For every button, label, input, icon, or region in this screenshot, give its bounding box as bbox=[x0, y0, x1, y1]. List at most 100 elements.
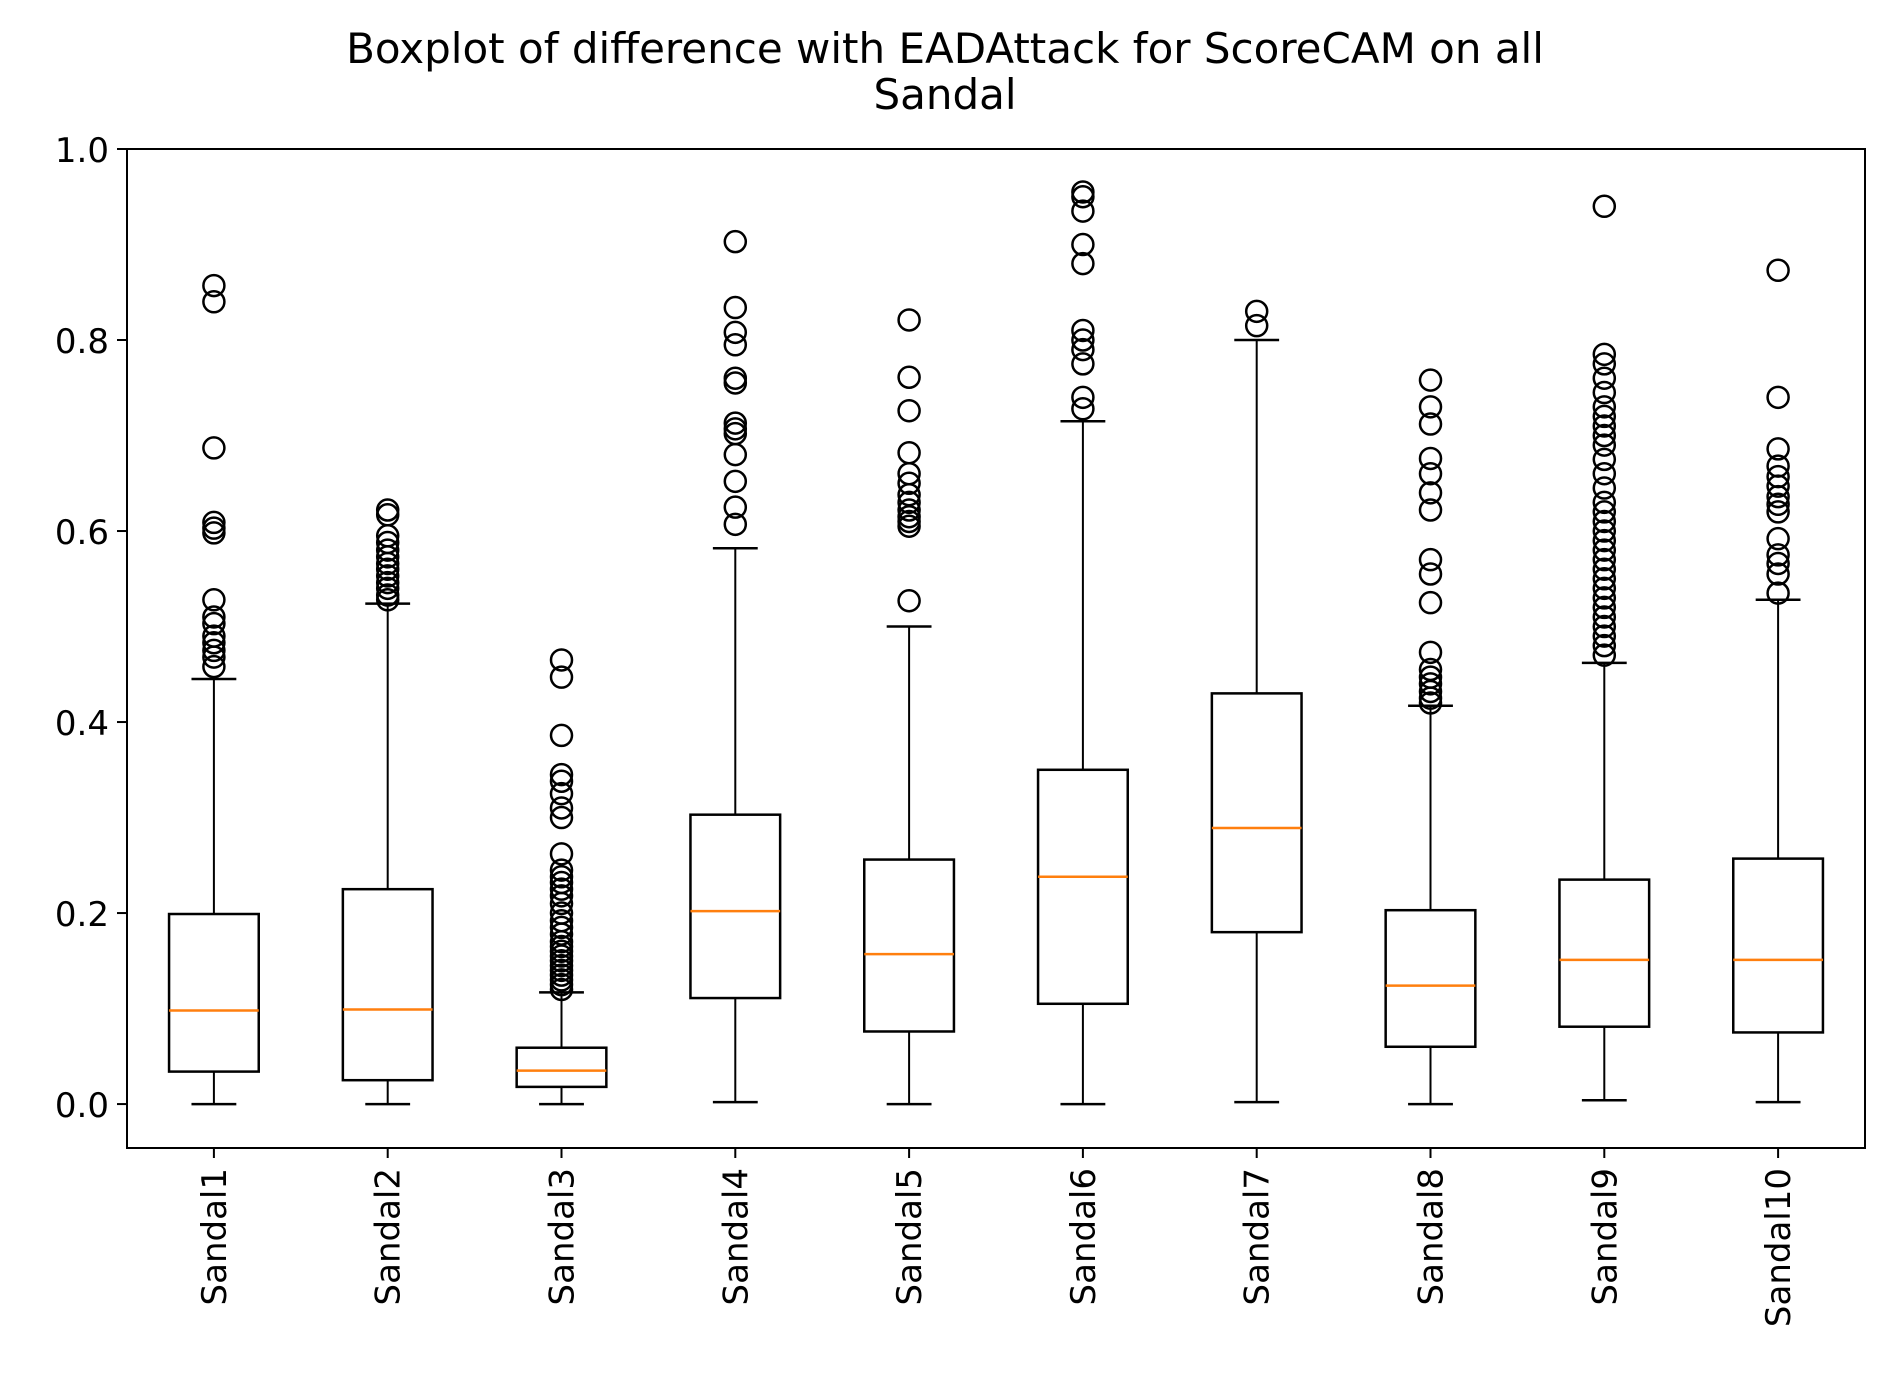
outlier-point bbox=[1071, 397, 1095, 421]
y-tick-label: 0.6 bbox=[55, 513, 109, 553]
outlier-point bbox=[1418, 498, 1443, 522]
outlier-point bbox=[549, 891, 574, 916]
outlier-point bbox=[1592, 557, 1617, 581]
y-tick-label: 0.8 bbox=[55, 322, 109, 362]
outlier-point bbox=[1592, 461, 1617, 486]
outlier-point bbox=[1592, 500, 1617, 524]
outlier-point bbox=[723, 411, 748, 435]
y-tick-label: 0.4 bbox=[55, 704, 109, 744]
outlier-point bbox=[1418, 481, 1443, 505]
outlier-point bbox=[1071, 385, 1095, 410]
outlier-point bbox=[1418, 590, 1443, 615]
outlier-point bbox=[723, 442, 748, 467]
outlier-point bbox=[1766, 581, 1790, 605]
outlier-point bbox=[1418, 562, 1443, 586]
outlier-point bbox=[1592, 595, 1617, 620]
outlier-point bbox=[1418, 679, 1443, 704]
outlier-point bbox=[897, 490, 921, 515]
outlier-point bbox=[202, 654, 226, 679]
outlier-point bbox=[723, 512, 748, 537]
x-tick-label: Sandal3 bbox=[543, 1168, 583, 1305]
iqr-box bbox=[1732, 857, 1825, 1034]
outlier-point bbox=[202, 638, 226, 663]
outlier-point bbox=[1592, 567, 1617, 591]
outlier-point bbox=[1418, 640, 1443, 665]
outlier-point bbox=[549, 865, 574, 889]
outlier-point bbox=[375, 588, 400, 612]
outlier-point bbox=[1592, 509, 1617, 534]
outlier-point bbox=[202, 436, 226, 460]
iqr-box bbox=[1384, 908, 1477, 1049]
y-tick-label: 0.2 bbox=[55, 895, 109, 935]
outlier-point bbox=[375, 498, 400, 522]
box-Sandal1 bbox=[167, 273, 260, 1106]
outlier-point bbox=[1766, 562, 1790, 586]
x-tick-label: Sandal10 bbox=[1759, 1168, 1799, 1327]
outlier-point bbox=[1592, 528, 1617, 553]
x-tick-label: Sandal5 bbox=[890, 1168, 930, 1305]
outlier-point bbox=[1592, 342, 1617, 367]
x-tick-label: Sandal7 bbox=[1238, 1168, 1278, 1305]
outlier-point bbox=[1418, 412, 1443, 436]
iqr-box bbox=[167, 912, 260, 1073]
outlier-point bbox=[202, 290, 226, 314]
outlier-point bbox=[1418, 461, 1443, 486]
outlier-point bbox=[1071, 185, 1095, 209]
outlier-point bbox=[202, 588, 226, 612]
outlier-point bbox=[1592, 624, 1617, 648]
outlier-point bbox=[549, 648, 574, 672]
outlier-point bbox=[1071, 337, 1095, 362]
outlier-point bbox=[1766, 385, 1790, 410]
outlier-point bbox=[549, 805, 574, 830]
outlier-point bbox=[897, 498, 921, 522]
outlier-point bbox=[897, 514, 921, 539]
outlier-point bbox=[1766, 474, 1790, 498]
outlier-point bbox=[723, 469, 748, 494]
outlier-point bbox=[202, 521, 226, 545]
x-tick-label: Sandal2 bbox=[369, 1168, 409, 1305]
outlier-point bbox=[1592, 538, 1617, 562]
outlier-point bbox=[1418, 368, 1443, 392]
outlier-point bbox=[1766, 437, 1790, 461]
outlier-point bbox=[1592, 194, 1617, 219]
iqr-box bbox=[1558, 878, 1651, 1028]
outlier-point bbox=[202, 605, 226, 629]
box-Sandal4 bbox=[689, 229, 782, 1104]
outlier-point bbox=[1592, 380, 1617, 405]
outlier-point bbox=[897, 308, 921, 332]
outlier-point bbox=[1592, 423, 1617, 448]
outlier-point bbox=[375, 538, 400, 562]
outlier-point bbox=[1418, 547, 1443, 572]
outlier-point bbox=[723, 229, 748, 254]
outlier-point bbox=[723, 320, 748, 345]
outlier-point bbox=[549, 723, 574, 748]
iqr-box bbox=[863, 858, 956, 1033]
outlier-point bbox=[1766, 484, 1790, 509]
iqr-box bbox=[341, 887, 434, 1082]
outlier-point bbox=[1592, 404, 1617, 429]
box-Sandal7 bbox=[1210, 299, 1303, 1104]
outlier-point bbox=[1071, 180, 1095, 204]
outlier-point bbox=[1071, 318, 1095, 343]
outlier-point bbox=[1592, 447, 1617, 472]
box-Sandal5 bbox=[863, 308, 956, 1106]
outlier-point bbox=[1766, 543, 1790, 567]
outlier-point bbox=[1592, 614, 1617, 639]
outlier-point bbox=[1244, 299, 1269, 324]
outlier-point bbox=[549, 796, 574, 820]
outlier-point bbox=[549, 915, 574, 940]
outlier-point bbox=[897, 398, 921, 423]
outlier-point bbox=[1592, 633, 1617, 658]
outlier-point bbox=[897, 365, 921, 390]
outlier-point bbox=[1592, 605, 1617, 629]
outlier-point bbox=[1592, 414, 1617, 438]
outlier-point bbox=[202, 645, 226, 669]
plot-frame bbox=[126, 148, 1866, 1149]
outlier-point bbox=[723, 371, 748, 395]
outlier-point bbox=[202, 611, 226, 636]
x-tick-label: Sandal1 bbox=[195, 1168, 235, 1305]
iqr-box bbox=[1036, 768, 1129, 1006]
outlier-point bbox=[375, 557, 400, 581]
outlier-point bbox=[549, 762, 574, 787]
